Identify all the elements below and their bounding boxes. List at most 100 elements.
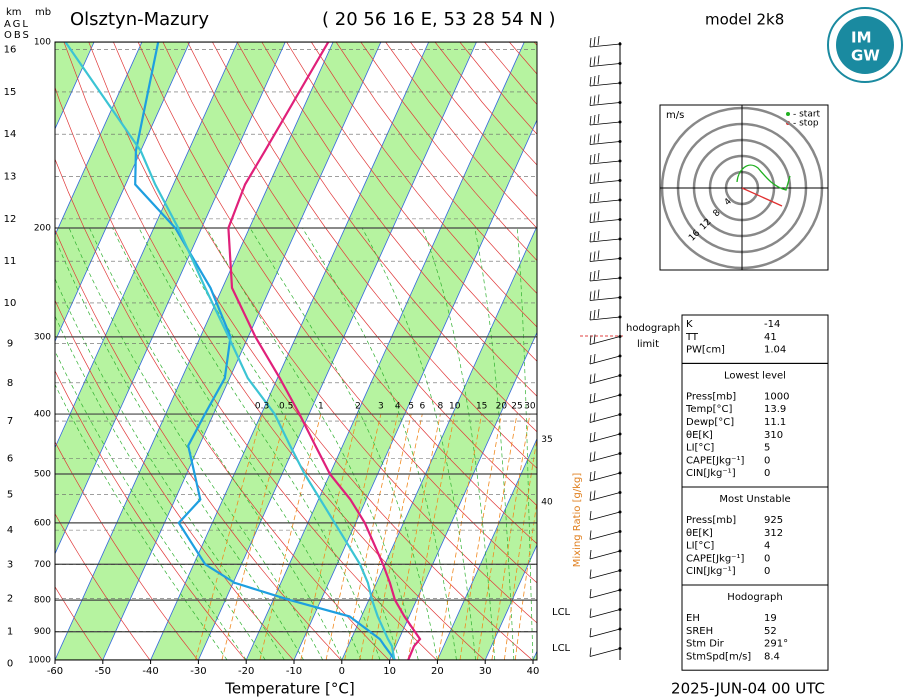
barb xyxy=(589,570,621,579)
stat-label: Stm Dir xyxy=(686,639,725,650)
barb-flag xyxy=(589,252,592,262)
logo-text: IM xyxy=(851,29,872,47)
barb-flag xyxy=(589,549,592,560)
barb xyxy=(589,531,621,540)
stat-label: TT xyxy=(685,332,699,343)
barb-flag xyxy=(593,392,596,403)
barb-flag xyxy=(593,309,596,320)
barb xyxy=(589,609,621,618)
dry-adiabat xyxy=(55,86,437,660)
dry-adiabat xyxy=(55,229,342,660)
barb-flag xyxy=(597,230,600,241)
stat-label: K xyxy=(686,319,693,330)
mixing-ratio-label: 0.3 xyxy=(255,402,269,412)
coordinates: ( 20 56 16 E, 53 28 54 N ) xyxy=(322,9,556,30)
barb xyxy=(589,472,621,482)
barb-flag xyxy=(593,114,596,125)
stat-value: 1000 xyxy=(764,391,789,402)
isotherm xyxy=(484,543,537,660)
barb-flag xyxy=(589,432,592,443)
barb xyxy=(589,121,621,126)
barb xyxy=(589,316,621,321)
barb-flag xyxy=(589,96,592,106)
barb-flag xyxy=(597,191,600,202)
section-frame xyxy=(681,584,829,671)
date-label: 2025-JUN-04 00 UTC xyxy=(671,680,825,698)
hodograph-ring-label: 8 xyxy=(712,208,723,219)
barb-flag xyxy=(589,335,592,345)
barb-flag xyxy=(593,470,596,481)
hodograph-stop: - stop xyxy=(793,119,819,129)
barb xyxy=(589,82,621,87)
barb-flag xyxy=(597,172,600,182)
barb-flag xyxy=(589,57,592,67)
barb-flag xyxy=(593,451,596,461)
plot-frame xyxy=(54,41,538,661)
barb-flag xyxy=(589,271,592,282)
isotherm xyxy=(293,119,537,660)
stat-label: Temp[°C] xyxy=(685,404,733,415)
barb xyxy=(589,43,621,48)
barb xyxy=(589,277,621,282)
stat-value: 0 xyxy=(764,468,770,479)
barb xyxy=(589,180,621,184)
barb-flag xyxy=(597,152,600,163)
stat-value: 8.4 xyxy=(764,651,780,662)
height-tick-label: 8 xyxy=(7,378,13,389)
dry-adiabat xyxy=(55,370,246,660)
hodograph-units: m/s xyxy=(666,110,684,121)
height-tick-label: 11 xyxy=(4,256,17,267)
barb-flag xyxy=(589,393,592,404)
height-tick-label: 7 xyxy=(7,416,13,427)
barb-flag xyxy=(589,213,592,223)
mixing-ratio-label: 2 xyxy=(355,402,361,412)
x-tick-label: -30 xyxy=(190,666,206,677)
barb-flag xyxy=(593,353,596,364)
profile-line xyxy=(134,42,396,660)
barb xyxy=(589,628,621,638)
barb-flag xyxy=(593,251,596,261)
stat-value: 19 xyxy=(764,613,777,624)
x-tick-label: 40 xyxy=(527,666,540,677)
section-title: Lowest level xyxy=(724,370,786,381)
barb-flag xyxy=(593,231,596,242)
height-tick-label: 2 xyxy=(7,593,13,604)
barb-flag xyxy=(597,113,600,124)
stat-label: StmSpd[m/s] xyxy=(686,651,751,662)
barb-flag xyxy=(589,37,592,48)
height-tick-label: 12 xyxy=(4,214,17,225)
barb-flag xyxy=(589,135,592,145)
barb-flag xyxy=(593,212,596,222)
moist-adiabat xyxy=(302,227,457,660)
barb-flag xyxy=(597,211,600,221)
barb-flag xyxy=(589,76,592,87)
mixing-ratio-label: 20 xyxy=(496,402,508,412)
barb xyxy=(589,63,621,67)
mixing-ratio-label: 6 xyxy=(419,402,425,412)
barb xyxy=(589,648,621,657)
stat-value: 41 xyxy=(764,332,777,343)
plot-area xyxy=(55,42,537,660)
height-tick-label: 3 xyxy=(7,560,13,571)
barb-flag xyxy=(589,647,592,657)
x-tick-label: -20 xyxy=(238,666,254,677)
dry-adiabat xyxy=(335,42,537,294)
barb xyxy=(589,453,621,462)
dry-adiabat xyxy=(212,42,537,469)
mixing-ratio-label: 40 xyxy=(541,497,553,507)
moist-adiabat xyxy=(516,227,534,660)
height-tick-label: 14 xyxy=(4,129,17,140)
logo-disc xyxy=(836,16,894,74)
barb-flag xyxy=(593,173,596,183)
stat-label: Dewp[°C] xyxy=(686,417,734,428)
barb-flag xyxy=(597,94,600,104)
dry-adiabat xyxy=(236,42,537,433)
barb-flag xyxy=(593,56,596,66)
stat-value: 4 xyxy=(764,541,770,552)
height-tick-label: 10 xyxy=(4,298,17,309)
barb-flag xyxy=(593,75,596,86)
stat-value: 1.04 xyxy=(764,345,786,356)
barb xyxy=(589,355,621,365)
x-tick-label: -10 xyxy=(286,666,302,677)
